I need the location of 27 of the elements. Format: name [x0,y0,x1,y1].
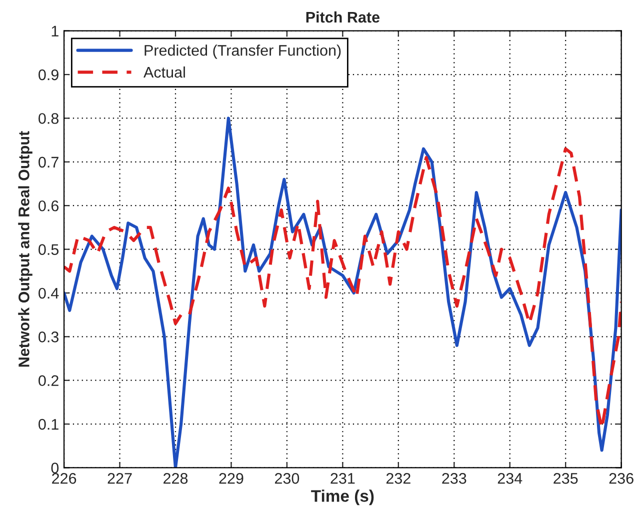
y-tick-label: 0 [51,462,59,474]
x-tick-label: 231 [330,473,355,484]
chart-title: Pitch Rate [306,11,380,23]
legend-label: Actual [144,66,185,78]
y-tick-label: 0.5 [38,244,59,255]
y-tick-label: 0.7 [38,156,58,168]
x-tick-label: 229 [219,473,244,484]
x-tick-label: 226 [52,473,76,484]
y-axis-title: Network Output and Real Output [18,131,32,367]
y-tick-label: 0.2 [38,375,58,386]
x-tick-label: 228 [164,473,188,484]
y-tick-label: 0.9 [38,69,58,80]
x-tick-label: 236 [609,473,634,484]
x-tick-label: 234 [498,473,522,484]
x-tick-label: 230 [274,473,300,484]
x-tick-label: 232 [386,473,410,484]
legend-label: Predicted (Transfer Function) [144,44,341,59]
x-axis-title: Time (s) [311,490,374,506]
y-tick-label: 0.8 [38,113,59,124]
y-tick-label: 0.4 [38,288,59,299]
x-tick-label: 233 [442,473,466,484]
y-tick-label: 1 [52,26,58,36]
y-tick-label: 0.6 [38,200,59,212]
y-tick-label: 0.3 [38,332,59,342]
x-tick-label: 227 [108,473,132,484]
y-tick-label: 0.1 [38,418,58,430]
x-tick-label: 235 [554,473,578,484]
